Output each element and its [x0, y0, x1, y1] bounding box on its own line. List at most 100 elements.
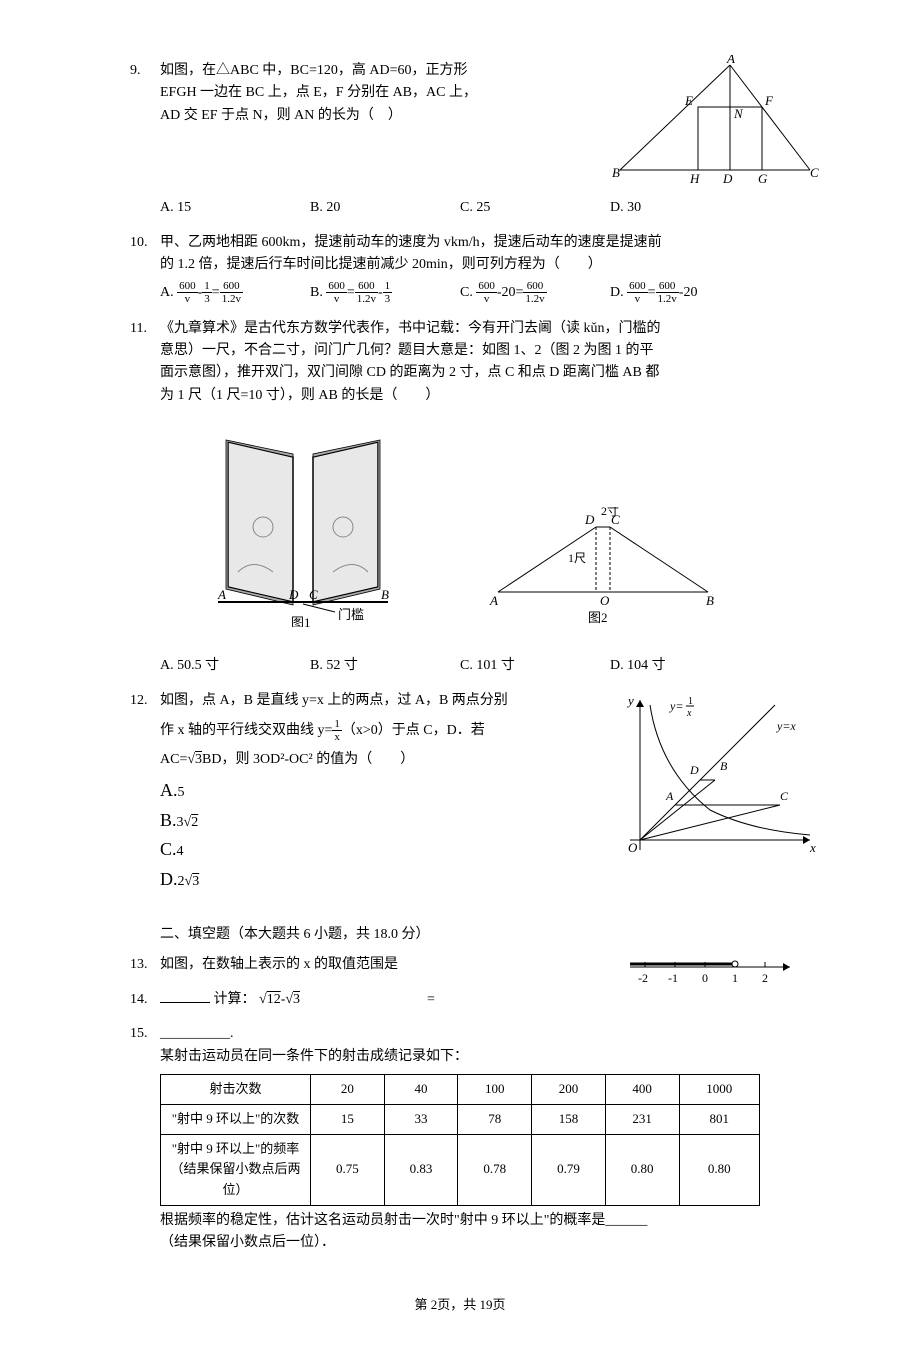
v: 104 寸	[627, 658, 666, 673]
question-9: 9. 如图，在△ABC 中，BC=120，高 AD=60，正方形 EFGH 一边…	[160, 60, 760, 220]
q15-blank-top: __________.	[160, 1026, 234, 1041]
svg-text:H: H	[689, 171, 700, 185]
t: =	[648, 285, 656, 300]
question-14: 14. 计算： √12-√3 =	[160, 989, 760, 1011]
cell: 1000	[679, 1074, 759, 1104]
t: 12	[267, 992, 281, 1007]
cell: 0.78	[458, 1134, 532, 1205]
t: 计算：	[214, 992, 256, 1007]
f: 600	[523, 280, 546, 293]
q10-option-a: A. 600v-13=6001.2v	[160, 280, 310, 305]
q9-figure: A B C E F H D G N	[610, 55, 820, 193]
f: 1.2v	[656, 293, 679, 305]
v: 2	[191, 815, 198, 830]
q15-table: 射击次数 20 40 100 200 400 1000 "射中 9 环以上"的次…	[160, 1074, 760, 1206]
t: （结果保留小数点后两位）	[167, 1159, 304, 1201]
f: 1	[202, 280, 212, 293]
cell: 231	[605, 1104, 679, 1134]
triangle-figure-icon: A B C E F H D G N	[610, 55, 820, 185]
f: 600	[476, 280, 497, 293]
q11-line2: 意思）一尺，不合二寸，问门广几何？题目大意是：如图 1、2（图 2 为图 1 的…	[160, 340, 760, 362]
svg-text:D: D	[722, 171, 733, 185]
f: v	[476, 293, 497, 305]
q12-line2: 作 x 轴的平行线交双曲线 y=1x（x>0）于点 C，D．若	[160, 718, 540, 743]
t: （x>0）于点 C，D．若	[342, 723, 485, 738]
q9-option-c: C. 25	[460, 197, 610, 219]
table-row: 射击次数 20 40 100 200 400 1000	[161, 1074, 760, 1104]
f: 600	[656, 280, 679, 293]
q10-option-c: C. 600v-20=6001.2v	[460, 280, 610, 305]
question-13: 13. 如图，在数轴上表示的 x 的取值范围是 -2 -1 0 1 2	[160, 954, 760, 976]
q9-optA-val: 15	[177, 200, 191, 215]
q11-figures: A B D C 门槛 图1 A B O D C 2	[160, 427, 760, 635]
t: =	[427, 992, 435, 1007]
f: 1	[332, 718, 342, 731]
q12-number: 12.	[130, 690, 148, 712]
q12-line3: AC=√3BD，则 3OD²-OC² 的值为（ ）	[160, 749, 540, 771]
t: =	[212, 285, 220, 300]
t: 作 x 轴的平行线交双曲线 y=	[160, 723, 332, 738]
svg-text:y: y	[626, 693, 634, 708]
f: 1	[383, 280, 393, 293]
door-figure-icon: A B D C 门槛 图1	[203, 427, 403, 627]
q15-head: 某射击运动员在同一条件下的射击成绩记录如下：	[160, 1046, 760, 1068]
q11-line4: 为 1 尺（1 尺=10 寸），则 AB 的长是（ ）	[160, 385, 760, 407]
q12-option-c: C.4	[160, 835, 540, 864]
f: 1.2v	[220, 293, 243, 305]
q11-option-b: B. 52 寸	[310, 655, 460, 677]
q11-options: A. 50.5 寸 B. 52 寸 C. 101 寸 D. 104 寸	[160, 655, 760, 677]
svg-text:N: N	[733, 106, 744, 121]
svg-text:C: C	[810, 165, 819, 180]
q9-options: A. 15 B. 20 C. 25 D. 30	[160, 197, 760, 219]
v: 50.5 寸	[177, 658, 219, 673]
l: C.	[160, 839, 177, 859]
t: 3	[293, 992, 300, 1007]
q9-option-a: A. 15	[160, 197, 310, 219]
t: =	[347, 285, 355, 300]
v: 2	[178, 874, 185, 889]
f: v	[326, 293, 347, 305]
svg-text:A: A	[489, 593, 498, 608]
q10-option-b: B. 600v=6001.2v-13	[310, 280, 460, 305]
q12-body: 如图，点 A，B 是直线 y=x 上的两点，过 A，B 两点分别 作 x 轴的平…	[160, 690, 540, 894]
q10-number: 10.	[130, 232, 148, 254]
triangle-door-icon: A B O D C 2寸 1尺 图2	[488, 507, 718, 627]
cell: 0.80	[679, 1134, 759, 1205]
svg-text:2: 2	[762, 971, 768, 985]
f: 1.2v	[355, 293, 378, 305]
q10-options: A. 600v-13=6001.2v B. 600v=6001.2v-13 C.…	[160, 280, 760, 305]
q9-number: 9.	[130, 60, 141, 82]
svg-text:0: 0	[702, 971, 708, 985]
f: 600	[220, 280, 243, 293]
cell: 0.83	[384, 1134, 458, 1205]
q15-number: 15.	[130, 1023, 148, 1045]
svg-text:D: D	[288, 587, 299, 602]
l: D.	[160, 869, 178, 889]
q9-option-b: B. 20	[310, 197, 460, 219]
q14-number: 14.	[130, 989, 148, 1011]
f: 600	[326, 280, 347, 293]
q11-option-a: A. 50.5 寸	[160, 655, 310, 677]
svg-text:2寸: 2寸	[601, 507, 619, 518]
svg-text:1: 1	[732, 971, 738, 985]
svg-text:图1: 图1	[291, 615, 311, 627]
svg-text:1尺: 1尺	[568, 551, 586, 565]
q11-body: 《九章算术》是古代东方数学代表作，书中记载：今有开门去阃（读 kǔn，门槛的 意…	[160, 318, 760, 408]
question-10: 10. 甲、乙两地相距 600km，提速前动车的速度为 vkm/h，提速后动车的…	[160, 232, 760, 306]
v: 4	[177, 844, 184, 859]
svg-text:O: O	[628, 840, 638, 855]
v: 52 寸	[326, 658, 358, 673]
svg-text:y=: y=	[669, 699, 683, 713]
f: v	[177, 293, 198, 305]
svg-text:A: A	[665, 789, 674, 803]
svg-text:B: B	[612, 165, 620, 180]
q14-blank-leading	[160, 989, 210, 1003]
f: 3	[202, 293, 212, 305]
cell: 0.75	[311, 1134, 385, 1205]
q15-tail1: 根据频率的稳定性，估计这名运动员射击一次时"射中 9 环以上"的概率是_____…	[160, 1210, 760, 1232]
cell: 801	[679, 1104, 759, 1134]
cell: 0.80	[605, 1134, 679, 1205]
l: B.	[160, 810, 177, 830]
q13-number: 13.	[130, 954, 148, 976]
t: -20	[679, 285, 698, 300]
